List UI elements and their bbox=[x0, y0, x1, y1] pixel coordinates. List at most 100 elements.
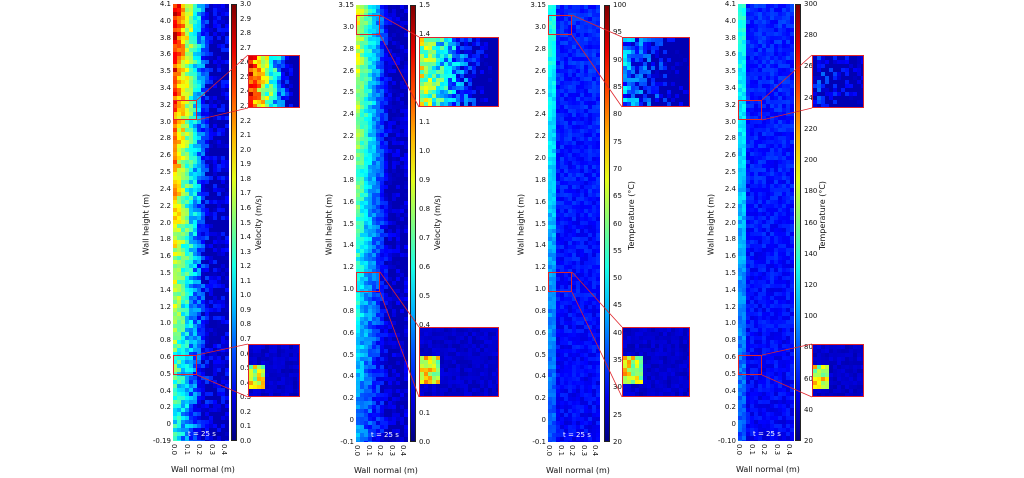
field-cell bbox=[584, 165, 588, 169]
field-cell bbox=[584, 173, 588, 177]
field-cell bbox=[209, 180, 213, 184]
field-cell bbox=[221, 272, 225, 276]
field-cell bbox=[173, 224, 177, 228]
field-cell bbox=[392, 353, 396, 357]
inset-cell bbox=[265, 361, 269, 365]
field-cell bbox=[584, 21, 588, 25]
field-cell bbox=[372, 401, 376, 405]
field-cell bbox=[400, 105, 404, 109]
field-cell bbox=[213, 64, 217, 68]
field-cell bbox=[380, 257, 384, 261]
field-cell bbox=[193, 128, 197, 132]
field-cell bbox=[404, 309, 408, 313]
field-cell bbox=[384, 85, 388, 89]
field-cell bbox=[193, 32, 197, 36]
field-cell bbox=[388, 289, 392, 293]
field-cell bbox=[376, 325, 380, 329]
inset-cell bbox=[297, 96, 299, 100]
inset-cell bbox=[420, 78, 424, 82]
field-cell bbox=[588, 57, 592, 61]
inset-cell bbox=[436, 340, 440, 344]
field-cell bbox=[380, 177, 384, 181]
field-cell bbox=[564, 129, 568, 133]
field-cell bbox=[209, 36, 213, 40]
field-cell bbox=[592, 97, 596, 101]
field-cell bbox=[201, 200, 205, 204]
field-cell bbox=[564, 217, 568, 221]
field-cell bbox=[592, 133, 596, 137]
field-cell bbox=[356, 205, 360, 209]
field-cell bbox=[564, 49, 568, 53]
field-cell bbox=[189, 148, 193, 152]
field-cell bbox=[396, 21, 400, 25]
field-cell bbox=[556, 225, 560, 229]
field-cell bbox=[201, 288, 205, 292]
field-cell bbox=[392, 113, 396, 117]
inset-cell bbox=[269, 365, 273, 369]
field-cell bbox=[592, 233, 596, 237]
inset-cell bbox=[480, 364, 484, 368]
field-cell bbox=[173, 64, 177, 68]
inset-cell bbox=[440, 364, 444, 368]
field-cell bbox=[396, 13, 400, 17]
field-cell bbox=[372, 365, 376, 369]
field-cell bbox=[564, 197, 568, 201]
field-cell bbox=[588, 197, 592, 201]
inset-cell bbox=[460, 58, 464, 62]
inset-cell bbox=[289, 68, 293, 72]
field-cell bbox=[388, 349, 392, 353]
field-cell bbox=[185, 424, 189, 428]
colorbar-tick-label: 1.5 bbox=[240, 218, 252, 227]
inset-cell bbox=[293, 64, 297, 68]
inset-cell bbox=[261, 373, 265, 377]
field-cell bbox=[588, 25, 592, 29]
field-cell bbox=[380, 369, 384, 373]
field-cell bbox=[400, 73, 404, 77]
inset-cell bbox=[472, 58, 476, 62]
inset-cell bbox=[273, 353, 277, 357]
field-cell bbox=[217, 188, 221, 192]
field-cell bbox=[588, 49, 592, 53]
field-cell bbox=[189, 80, 193, 84]
inset-cell bbox=[484, 388, 488, 392]
field-cell bbox=[580, 249, 584, 253]
field-cell bbox=[400, 277, 404, 281]
field-cell bbox=[564, 145, 568, 149]
inset-cell bbox=[277, 80, 281, 84]
inset-cell bbox=[269, 68, 273, 72]
field-cell bbox=[404, 125, 408, 129]
field-cell bbox=[576, 61, 580, 65]
inset-cell bbox=[289, 381, 293, 385]
inset-cell bbox=[436, 368, 440, 372]
inset-cell bbox=[460, 340, 464, 344]
field-cell bbox=[552, 53, 556, 57]
field-cell bbox=[217, 276, 221, 280]
field-cell bbox=[209, 196, 213, 200]
field-cell bbox=[572, 45, 576, 49]
inset-cell bbox=[444, 380, 448, 384]
inset-cell bbox=[456, 336, 460, 340]
field-cell bbox=[356, 181, 360, 185]
field-cell bbox=[560, 41, 564, 45]
inset-cell bbox=[444, 388, 448, 392]
field-cell bbox=[584, 117, 588, 121]
inset-heatmap bbox=[420, 38, 498, 107]
field-cell bbox=[560, 137, 564, 141]
field-cell bbox=[400, 145, 404, 149]
field-cell bbox=[396, 153, 400, 157]
inset-cell bbox=[444, 384, 448, 388]
inset-cell bbox=[444, 336, 448, 340]
field-cell bbox=[396, 357, 400, 361]
field-cell bbox=[568, 101, 572, 105]
field-cell bbox=[221, 176, 225, 180]
field-cell bbox=[560, 125, 564, 129]
inset-cell bbox=[464, 106, 468, 107]
field-cell bbox=[556, 53, 560, 57]
field-cell bbox=[360, 105, 364, 109]
field-plot-2 bbox=[356, 5, 408, 442]
field-cell bbox=[396, 157, 400, 161]
field-cell bbox=[576, 129, 580, 133]
inset-cell bbox=[281, 84, 285, 88]
field-cell bbox=[400, 409, 404, 413]
field-cell bbox=[197, 4, 201, 8]
